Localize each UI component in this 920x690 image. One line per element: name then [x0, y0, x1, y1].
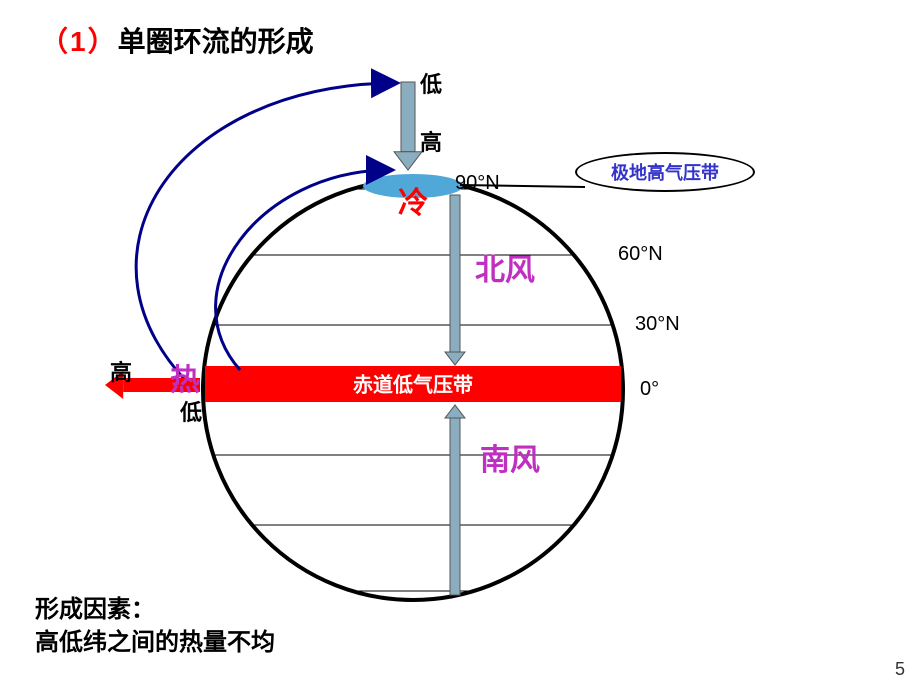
equator-band-label: 赤道低气压带	[353, 372, 473, 396]
cold-label: 冷	[398, 187, 428, 220]
left-high-label: 高	[110, 360, 132, 385]
hot-label: 热	[170, 364, 200, 397]
callout-text: 极地高气压带	[611, 159, 719, 185]
latitude-label: 0°	[640, 378, 659, 400]
south-wind-label: 南风	[480, 444, 540, 477]
top-low-label: 低	[419, 72, 442, 97]
polar-high-callout: 极地高气压带	[575, 152, 755, 192]
left-low-label: 低	[179, 400, 202, 425]
north-wind-label: 北风	[475, 254, 535, 287]
top-down-arrow	[394, 82, 422, 170]
latitude-label: 60°N	[618, 243, 663, 265]
latitude-label: 30°N	[635, 313, 680, 335]
latitude-label: 90°N	[455, 172, 500, 194]
circulation-diagram: 赤道低气压带 北风南风冷热低高高低 0°30°N60°N90°N	[0, 0, 920, 690]
top-high-label: 高	[420, 130, 442, 155]
